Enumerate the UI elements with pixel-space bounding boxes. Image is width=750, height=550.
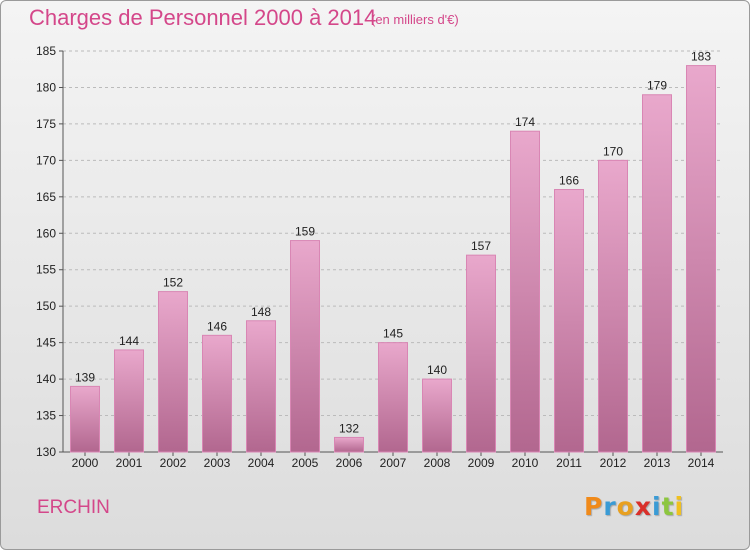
bar — [378, 342, 408, 453]
data-label: 132 — [339, 421, 359, 435]
data-label: 148 — [251, 305, 271, 319]
y-tick-label: 140 — [36, 372, 56, 386]
logo-letter: r — [603, 492, 617, 521]
bar — [510, 130, 540, 453]
data-label: 174 — [515, 115, 535, 129]
commune-name: ERCHIN — [37, 497, 110, 518]
logo-letter: P — [584, 492, 604, 521]
x-tick-label: 2008 — [424, 456, 451, 470]
data-label: 157 — [471, 239, 491, 253]
x-tick-label: 2000 — [72, 456, 99, 470]
logo-letter: t — [661, 492, 675, 521]
data-label: 159 — [295, 225, 315, 239]
chart-subtitle: (en milliers d'€) — [371, 12, 459, 27]
bar — [246, 320, 276, 453]
y-tick-label: 145 — [36, 336, 56, 350]
data-label: 170 — [603, 144, 623, 158]
y-tick-label: 160 — [36, 226, 56, 240]
data-label: 145 — [383, 327, 403, 341]
chart-title: Charges de Personnel 2000 à 2014 — [29, 5, 377, 30]
bar — [334, 436, 364, 453]
bar — [686, 65, 716, 453]
x-tick-label: 2001 — [116, 456, 143, 470]
bar — [114, 349, 144, 453]
y-tick-label: 185 — [36, 44, 56, 58]
bar — [598, 159, 628, 453]
logo-letter: i — [652, 492, 662, 521]
data-label: 140 — [427, 363, 447, 377]
bar — [554, 189, 584, 453]
y-tick-label: 175 — [36, 117, 56, 131]
bar — [642, 94, 672, 453]
bar — [70, 385, 100, 453]
bars — [70, 65, 716, 453]
x-tick-label: 2009 — [468, 456, 495, 470]
y-tick-label: 180 — [36, 80, 56, 94]
y-tick-label: 170 — [36, 153, 56, 167]
data-label: 139 — [75, 370, 95, 384]
bar — [466, 254, 496, 453]
x-tick-label: 2006 — [336, 456, 363, 470]
data-label: 152 — [163, 276, 183, 290]
data-label: 146 — [207, 319, 227, 333]
y-tick-label: 135 — [36, 409, 56, 423]
data-label: 166 — [559, 174, 579, 188]
logo-letter: o — [616, 492, 635, 521]
x-tick-label: 2003 — [204, 456, 231, 470]
x-tick-label: 2005 — [292, 456, 319, 470]
bar — [290, 240, 320, 453]
labels: 139 144 152 146 148 159 132 145 140 157 174 166 170 1… — [75, 50, 711, 436]
x-tick-label: 2012 — [600, 456, 627, 470]
y-tick-label: 165 — [36, 190, 56, 204]
bar — [422, 378, 452, 453]
bar — [158, 291, 188, 453]
x-tick-label: 2013 — [644, 456, 671, 470]
x-tick-label: 2007 — [380, 456, 407, 470]
data-label: 144 — [119, 334, 139, 348]
y-tick-label: 150 — [36, 299, 56, 313]
x-tick-label: 2004 — [248, 456, 275, 470]
x-tick-label: 2010 — [512, 456, 539, 470]
x-tick-label: 2014 — [688, 456, 715, 470]
bar — [202, 334, 232, 453]
logo-letter: x — [634, 492, 652, 521]
y-tick-label: 155 — [36, 263, 56, 277]
x-tick-label: 2002 — [160, 456, 187, 470]
logo-letter: i — [674, 492, 685, 521]
y-tick-label: 130 — [36, 445, 56, 459]
x-tick-label: 2011 — [556, 456, 582, 470]
proxiti-logo: Proxiti — [584, 492, 684, 521]
data-label: 183 — [691, 50, 711, 64]
data-label: 179 — [647, 79, 667, 93]
